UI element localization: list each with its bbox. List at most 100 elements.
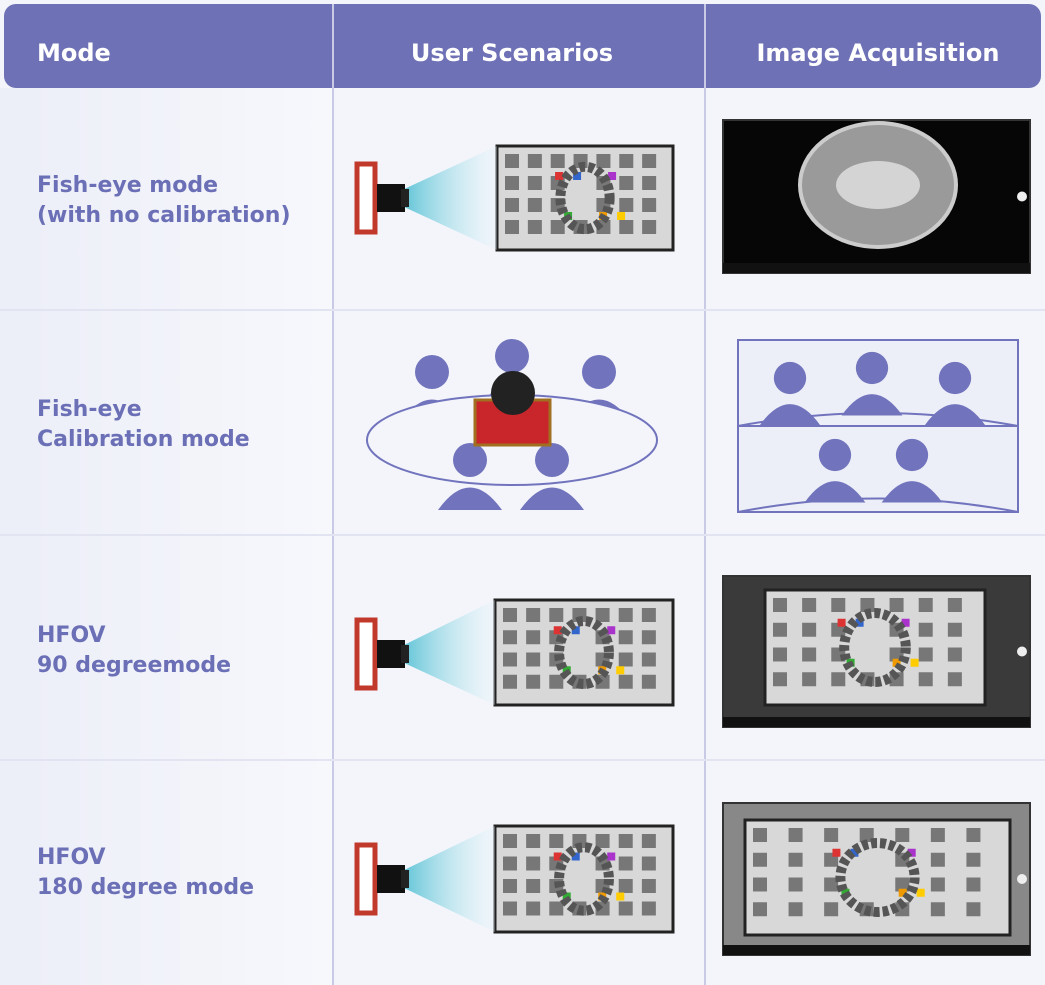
chart-patch	[860, 598, 875, 612]
mode-label: Fish-eye	[37, 397, 142, 422]
camera-body	[377, 184, 405, 212]
chart-patch	[859, 828, 874, 842]
person-head	[895, 438, 929, 472]
mode-label: Fish-eye mode	[37, 173, 218, 198]
chart-patch	[773, 598, 787, 612]
chart-patch	[619, 154, 634, 168]
fisheye-center	[836, 161, 920, 209]
taskbar	[723, 717, 1030, 727]
taskbar	[723, 263, 1030, 273]
chart-patch	[526, 630, 541, 645]
chart-patch	[802, 647, 817, 662]
person-body	[841, 394, 903, 416]
chart-patch	[619, 220, 634, 234]
chart-patch	[549, 674, 564, 689]
chart-ring	[839, 608, 911, 687]
chart-patch	[549, 608, 564, 622]
mode-label: HFOV	[37, 845, 106, 870]
chart-patch	[505, 154, 519, 168]
chart-patch	[788, 852, 803, 867]
chart-patch	[831, 672, 846, 687]
person-body	[804, 481, 866, 503]
camera-lens	[401, 189, 409, 207]
chart-patch	[918, 598, 933, 612]
chart-patch	[618, 652, 633, 667]
color-patch	[616, 892, 625, 901]
color-patch	[616, 666, 625, 675]
screen-button	[1017, 191, 1027, 202]
header-bar	[4, 4, 1041, 88]
screen-button	[1017, 874, 1027, 884]
chart-patch	[550, 220, 565, 234]
color-patch	[562, 892, 571, 901]
person-head	[415, 355, 449, 389]
color-patch	[608, 172, 617, 180]
color-patch	[607, 852, 616, 861]
camera-mount	[354, 617, 378, 691]
chart-patch	[618, 674, 633, 689]
chart-patch	[526, 674, 541, 689]
chart-patch	[918, 672, 933, 687]
chart-patch	[505, 220, 519, 234]
header-cell: User Scenarios	[411, 39, 613, 67]
chart-patch	[618, 630, 633, 645]
chart-patch	[966, 852, 981, 867]
color-patch	[901, 618, 910, 627]
color-patch	[916, 888, 925, 897]
camera-lens	[401, 870, 409, 888]
color-patch	[892, 658, 901, 667]
chart-patch	[503, 879, 517, 893]
chart-patch	[753, 877, 767, 892]
chart-patch	[753, 852, 767, 867]
chart-patch	[788, 828, 803, 842]
person-body	[520, 487, 584, 510]
person-head	[818, 438, 852, 472]
color-patch	[855, 618, 864, 627]
chart-patch	[503, 834, 517, 848]
color-patch	[837, 618, 846, 627]
camera-beam	[402, 146, 497, 250]
person-body	[881, 481, 943, 503]
chart-patch	[503, 901, 517, 916]
camera-beam	[402, 600, 495, 705]
chart-patch	[773, 647, 787, 662]
camera-body	[377, 640, 405, 668]
chart-patch	[641, 856, 656, 871]
chart-patch	[947, 622, 962, 637]
camera-mount	[354, 161, 378, 235]
chart-ring	[554, 842, 614, 916]
chart-patch	[947, 647, 962, 662]
chart-patch	[788, 877, 803, 892]
person-head	[535, 443, 569, 477]
chart-patch	[895, 828, 910, 842]
panorama-arc	[737, 497, 1019, 513]
person-head	[495, 339, 529, 373]
chart-patch	[642, 154, 657, 168]
chart-patch	[526, 901, 541, 916]
mode-column	[0, 88, 333, 985]
chart-patch	[773, 672, 787, 687]
chart-patch	[642, 176, 657, 190]
mode-label: 90 degreemode	[37, 653, 231, 678]
chart-patch	[947, 598, 962, 612]
chart-patch	[642, 198, 657, 212]
header-cell: Image Acquisition	[756, 39, 999, 67]
chart-ring	[555, 161, 615, 235]
color-patch	[553, 626, 562, 635]
chart-patch	[526, 879, 541, 893]
chart-patch	[641, 630, 656, 645]
chart-patch	[802, 598, 817, 612]
person-head	[773, 361, 807, 395]
camera-beam	[402, 826, 495, 932]
taskbar	[723, 945, 1030, 955]
camera-mount	[354, 842, 378, 916]
color-patch	[571, 852, 580, 861]
mode-label: HFOV	[37, 623, 106, 648]
mode-label: 180 degree mode	[37, 875, 254, 900]
color-patch	[910, 658, 919, 667]
chart-patch	[802, 622, 817, 637]
chart-patch	[966, 828, 981, 842]
color-patch	[850, 848, 859, 857]
chart-patch	[549, 901, 564, 916]
